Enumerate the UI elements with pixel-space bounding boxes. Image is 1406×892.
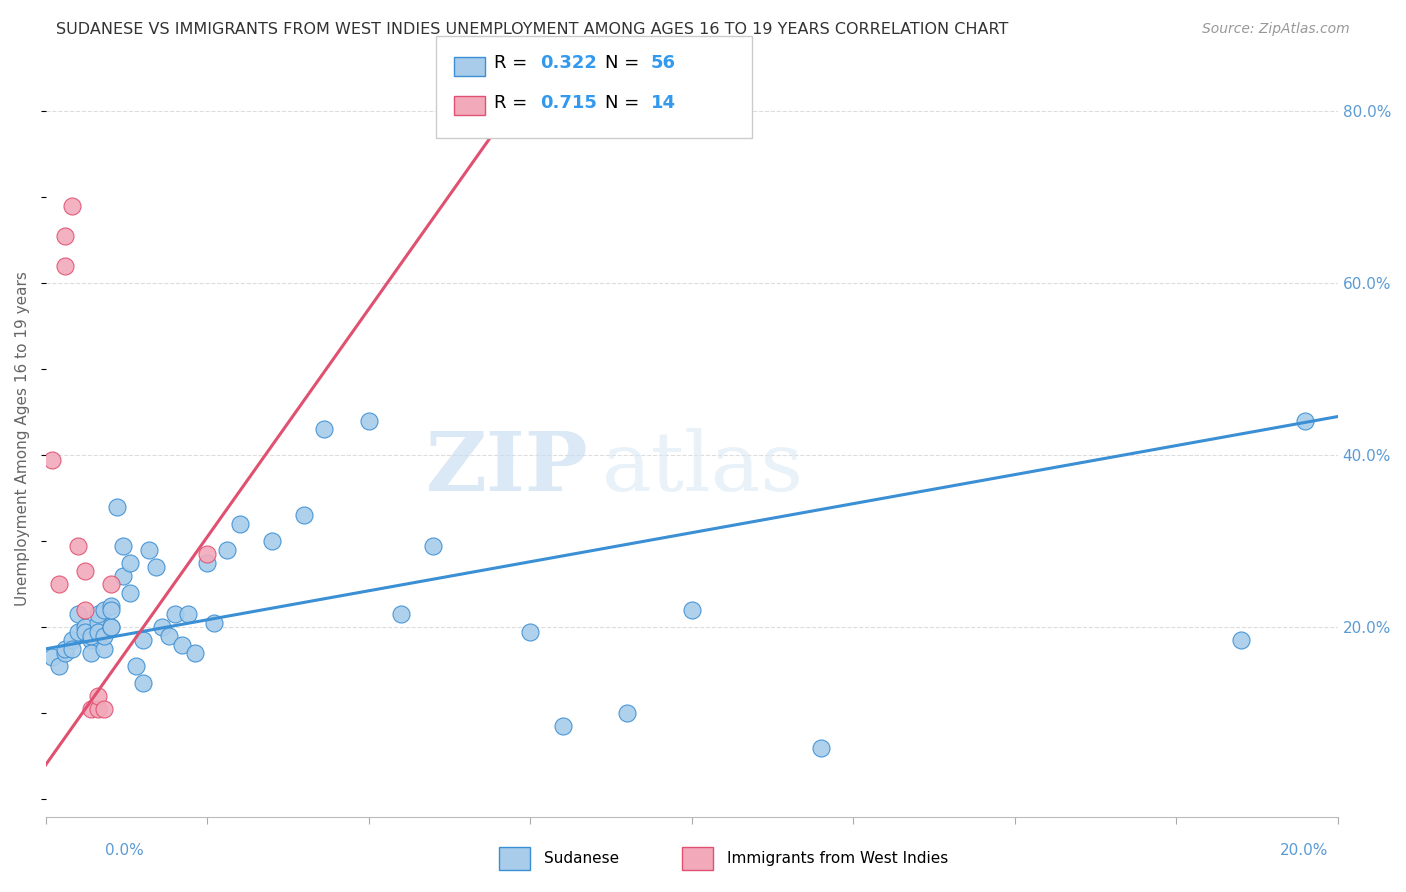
Point bbox=[60, 641, 83, 656]
Point bbox=[312, 422, 335, 436]
Text: N =: N = bbox=[605, 54, 644, 72]
Point bbox=[183, 646, 205, 660]
Point bbox=[80, 633, 103, 648]
Point bbox=[67, 607, 90, 622]
Point bbox=[53, 259, 76, 273]
Point bbox=[86, 702, 108, 716]
Point bbox=[73, 565, 96, 579]
Point bbox=[93, 603, 115, 617]
Point bbox=[292, 508, 315, 523]
Text: 20.0%: 20.0% bbox=[1281, 843, 1329, 858]
Point bbox=[53, 646, 76, 660]
Text: Immigrants from West Indies: Immigrants from West Indies bbox=[727, 851, 948, 866]
Point bbox=[100, 599, 122, 613]
Point bbox=[60, 199, 83, 213]
Point bbox=[551, 719, 574, 733]
Point bbox=[132, 676, 155, 690]
Point bbox=[100, 620, 122, 634]
Point bbox=[100, 603, 122, 617]
Point bbox=[1294, 414, 1316, 428]
Point bbox=[112, 539, 135, 553]
Point bbox=[112, 568, 135, 582]
Text: 0.322: 0.322 bbox=[540, 54, 596, 72]
Point bbox=[519, 624, 541, 639]
Point bbox=[145, 560, 167, 574]
Point bbox=[86, 607, 108, 622]
Point bbox=[138, 542, 160, 557]
Point bbox=[810, 740, 832, 755]
Point bbox=[67, 539, 90, 553]
Point bbox=[197, 547, 219, 561]
Point bbox=[53, 228, 76, 243]
Point bbox=[177, 607, 200, 622]
Text: 0.0%: 0.0% bbox=[105, 843, 145, 858]
Point bbox=[260, 534, 283, 549]
Text: Sudanese: Sudanese bbox=[544, 851, 619, 866]
Point bbox=[93, 641, 115, 656]
Point bbox=[1229, 633, 1251, 648]
Point bbox=[389, 607, 412, 622]
Point bbox=[170, 638, 193, 652]
Point bbox=[105, 500, 128, 514]
Text: N =: N = bbox=[605, 94, 644, 112]
Point bbox=[48, 577, 70, 591]
Point bbox=[86, 624, 108, 639]
Text: 56: 56 bbox=[651, 54, 676, 72]
Point bbox=[86, 689, 108, 703]
Y-axis label: Unemployment Among Ages 16 to 19 years: Unemployment Among Ages 16 to 19 years bbox=[15, 270, 30, 606]
Point bbox=[48, 659, 70, 673]
Point bbox=[681, 603, 703, 617]
Point bbox=[132, 633, 155, 648]
Point bbox=[73, 603, 96, 617]
Point bbox=[80, 702, 103, 716]
Point bbox=[125, 659, 148, 673]
Point bbox=[357, 414, 380, 428]
Text: 14: 14 bbox=[651, 94, 676, 112]
Point bbox=[53, 641, 76, 656]
Point bbox=[150, 620, 173, 634]
Point bbox=[197, 556, 219, 570]
Point bbox=[80, 646, 103, 660]
Point bbox=[422, 539, 444, 553]
Text: ZIP: ZIP bbox=[426, 428, 589, 508]
Point bbox=[93, 702, 115, 716]
Point bbox=[100, 620, 122, 634]
Point bbox=[202, 615, 225, 630]
Point bbox=[41, 650, 63, 665]
Point bbox=[93, 629, 115, 643]
Text: Source: ZipAtlas.com: Source: ZipAtlas.com bbox=[1202, 22, 1350, 37]
Point bbox=[165, 607, 187, 622]
Point bbox=[73, 624, 96, 639]
Point bbox=[86, 615, 108, 630]
Point bbox=[67, 624, 90, 639]
Point bbox=[60, 633, 83, 648]
Point bbox=[118, 586, 141, 600]
Point bbox=[80, 629, 103, 643]
Point bbox=[616, 706, 638, 721]
Text: R =: R = bbox=[494, 54, 533, 72]
Point bbox=[100, 577, 122, 591]
Point bbox=[73, 620, 96, 634]
Text: R =: R = bbox=[494, 94, 533, 112]
Text: SUDANESE VS IMMIGRANTS FROM WEST INDIES UNEMPLOYMENT AMONG AGES 16 TO 19 YEARS C: SUDANESE VS IMMIGRANTS FROM WEST INDIES … bbox=[56, 22, 1008, 37]
Point bbox=[215, 542, 238, 557]
Text: 0.715: 0.715 bbox=[540, 94, 596, 112]
Text: atlas: atlas bbox=[602, 428, 803, 508]
Point bbox=[118, 556, 141, 570]
Point bbox=[157, 629, 180, 643]
Point bbox=[41, 452, 63, 467]
Point bbox=[228, 517, 250, 532]
